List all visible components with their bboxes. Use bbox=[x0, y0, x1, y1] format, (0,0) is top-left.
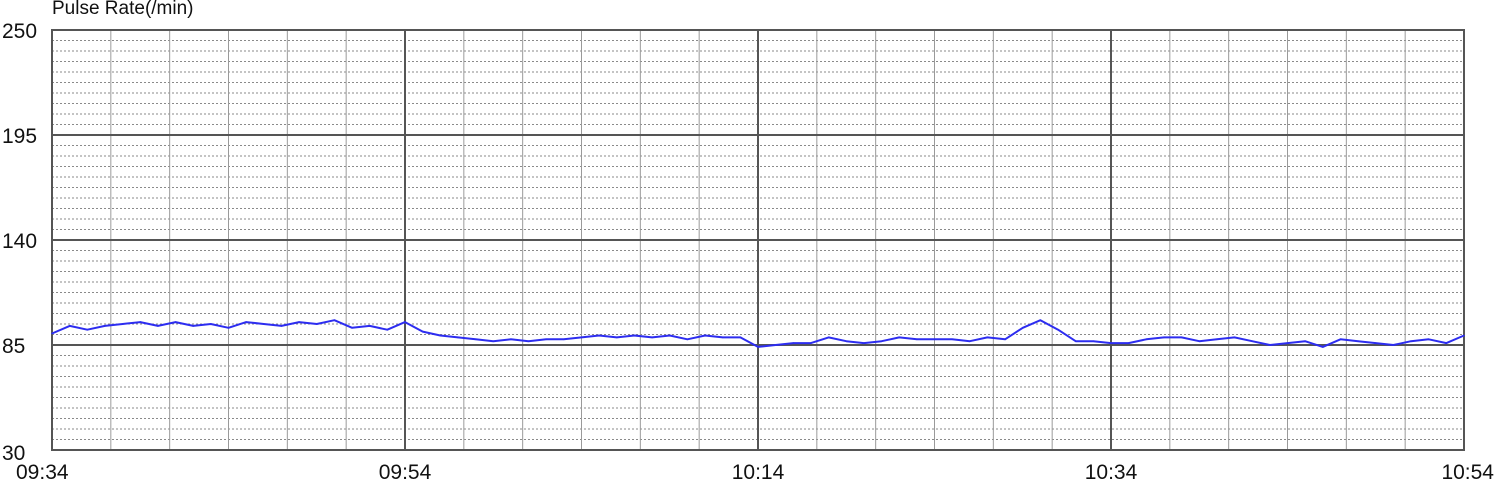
data-point bbox=[969, 340, 971, 343]
data-point bbox=[51, 332, 53, 335]
data-point bbox=[933, 338, 936, 341]
data-point bbox=[1110, 342, 1112, 344]
data-point bbox=[1392, 344, 1395, 346]
y-tick-label: 30 bbox=[2, 442, 25, 465]
plot-frame bbox=[51, 29, 1465, 451]
data-point bbox=[739, 336, 742, 339]
data-point bbox=[1357, 340, 1359, 343]
data-point bbox=[421, 330, 424, 333]
data-point bbox=[492, 340, 495, 343]
data-point bbox=[192, 325, 194, 327]
data-point bbox=[404, 321, 406, 323]
data-point bbox=[1463, 334, 1465, 337]
data-point bbox=[1057, 328, 1059, 331]
data-point bbox=[845, 340, 848, 343]
data-point bbox=[580, 336, 583, 339]
data-point bbox=[316, 323, 318, 325]
data-point bbox=[386, 328, 389, 331]
data-point bbox=[157, 325, 159, 327]
data-point bbox=[986, 336, 989, 339]
x-tick-label: 09:54 bbox=[379, 461, 432, 484]
data-point bbox=[298, 321, 300, 323]
data-point bbox=[280, 325, 283, 327]
data-point bbox=[1251, 340, 1253, 343]
data-point bbox=[1427, 338, 1430, 341]
data-point bbox=[633, 334, 636, 337]
data-point bbox=[439, 334, 442, 337]
data-point bbox=[598, 334, 600, 337]
data-point bbox=[1198, 340, 1201, 343]
data-point bbox=[827, 336, 830, 339]
data-point bbox=[545, 338, 547, 341]
data-point bbox=[1410, 340, 1412, 343]
data-point bbox=[1339, 338, 1342, 341]
data-point bbox=[1269, 344, 1271, 346]
data-point bbox=[1304, 340, 1306, 343]
data-point bbox=[686, 338, 689, 341]
y-tick-label: 140 bbox=[2, 230, 37, 253]
x-tick-label: 10:14 bbox=[732, 461, 785, 484]
data-point bbox=[333, 319, 336, 322]
data-point bbox=[951, 338, 953, 341]
data-point bbox=[245, 321, 247, 323]
y-tick-label: 85 bbox=[2, 335, 25, 358]
data-point bbox=[1074, 340, 1077, 343]
data-point bbox=[792, 342, 795, 344]
data-point bbox=[368, 325, 371, 327]
major-grid bbox=[52, 30, 1464, 450]
x-tick-label: 09:34 bbox=[16, 461, 69, 484]
data-point bbox=[210, 323, 212, 325]
x-tick-labels: 09:34 09:54 10:14 10:34 10:54 bbox=[16, 461, 1494, 484]
y-tick-labels: 250 195 140 85 30 bbox=[2, 20, 37, 465]
data-point bbox=[104, 325, 106, 327]
data-point bbox=[651, 336, 653, 339]
data-point bbox=[68, 325, 71, 327]
x-tick-label: 10:54 bbox=[1441, 461, 1494, 484]
data-point bbox=[174, 321, 177, 323]
data-point bbox=[1163, 336, 1165, 339]
data-point bbox=[227, 327, 230, 329]
data-point bbox=[810, 342, 812, 344]
data-point bbox=[916, 338, 918, 341]
data-point bbox=[898, 336, 900, 339]
data-point bbox=[263, 323, 265, 325]
data-point bbox=[1180, 336, 1183, 339]
data-point bbox=[510, 338, 512, 341]
data-point bbox=[527, 340, 530, 343]
data-point bbox=[1233, 336, 1236, 339]
series-layer bbox=[51, 319, 1465, 348]
data-point bbox=[1445, 342, 1448, 344]
data-point bbox=[616, 336, 618, 339]
data-point bbox=[1004, 338, 1006, 341]
data-point bbox=[1286, 342, 1289, 344]
data-point bbox=[704, 334, 706, 337]
data-point bbox=[669, 334, 671, 337]
data-point bbox=[721, 336, 724, 339]
y-tick-label: 250 bbox=[2, 20, 37, 43]
data-point bbox=[563, 338, 565, 341]
y-tick-label: 195 bbox=[2, 125, 37, 148]
data-point bbox=[1039, 319, 1042, 322]
x-tick-label: 10:34 bbox=[1085, 461, 1138, 484]
data-point bbox=[86, 328, 89, 331]
data-point bbox=[1145, 338, 1148, 341]
data-point bbox=[1092, 340, 1095, 343]
data-point bbox=[774, 344, 777, 346]
data-point bbox=[474, 338, 477, 341]
data-point bbox=[1375, 342, 1377, 344]
data-point bbox=[757, 346, 759, 348]
data-point bbox=[1322, 346, 1324, 348]
data-point bbox=[351, 327, 353, 329]
data-point bbox=[1216, 338, 1218, 341]
data-point bbox=[457, 336, 459, 339]
data-point bbox=[139, 321, 142, 323]
data-point bbox=[880, 340, 883, 343]
data-point bbox=[1022, 327, 1024, 329]
y-axis-title: Pulse Rate(/min) bbox=[52, 0, 194, 19]
data-point bbox=[863, 342, 865, 344]
data-point bbox=[1127, 342, 1130, 344]
data-point bbox=[121, 323, 124, 325]
